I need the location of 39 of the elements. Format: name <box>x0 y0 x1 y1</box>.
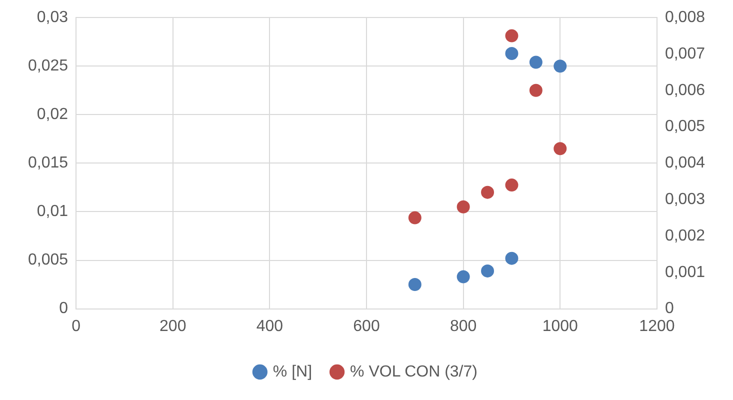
y-tick-label: 0 <box>59 300 68 318</box>
x-tick-label: 1200 <box>639 318 675 335</box>
y-tick-label: 0,03 <box>36 9 68 26</box>
point <box>505 252 518 265</box>
y2-tick-label: 0,007 <box>664 45 706 62</box>
x-tick-label: 0 <box>72 318 81 335</box>
x-tick-label: 400 <box>256 318 284 335</box>
point <box>408 211 422 224</box>
y-tick-label: 0,025 <box>28 58 68 75</box>
point <box>456 270 470 284</box>
y-tick-label: 0,005 <box>28 252 68 269</box>
y2-tick-label: 0,006 <box>664 82 706 99</box>
point <box>529 56 542 69</box>
x-tick-label: 200 <box>160 318 186 335</box>
point <box>481 186 494 199</box>
point <box>554 142 567 156</box>
y2-tick-label: 0,003 <box>664 191 706 208</box>
point <box>408 278 422 292</box>
y-tick-label: 0,015 <box>28 154 68 172</box>
legend-label: % VOL CON (3/7) <box>350 363 478 380</box>
y2-tick-label: 0 <box>664 300 674 318</box>
y2-tick-label: 0,002 <box>664 227 706 244</box>
legend-label: % [N] <box>272 363 312 380</box>
y2-tick-label: 0,008 <box>664 9 706 26</box>
y2-tick-label: 0,001 <box>664 264 706 281</box>
point <box>481 264 494 278</box>
x-tick-label: 800 <box>450 318 477 335</box>
point <box>554 60 567 73</box>
y2-tick-label: 0,005 <box>664 118 706 136</box>
point <box>505 29 518 42</box>
x-tick-label: 600 <box>353 318 380 335</box>
y2-tick-label: 0,004 <box>664 154 706 172</box>
point <box>505 47 518 60</box>
y-tick-label: 0,01 <box>36 203 68 220</box>
x-tick-label: 1000 <box>542 318 578 335</box>
point <box>456 200 470 214</box>
point <box>529 84 542 97</box>
point <box>505 178 518 192</box>
y-tick-label: 0,02 <box>36 106 68 124</box>
